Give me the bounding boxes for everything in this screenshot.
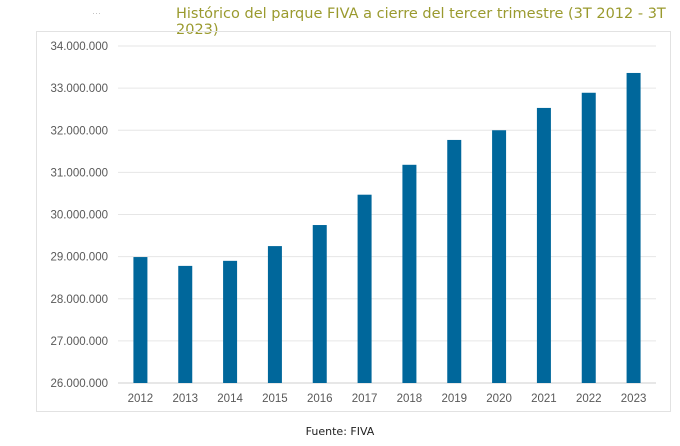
bar-2017 xyxy=(357,194,372,383)
bar-2016 xyxy=(312,225,327,383)
y-tick-label: 28.000.000 xyxy=(50,294,108,306)
chart-title: Histórico del parque FIVA a cierre del t… xyxy=(176,6,666,38)
x-tick-label: 2019 xyxy=(441,393,467,405)
x-tick-label: 2012 xyxy=(128,393,154,405)
x-tick-label: 2017 xyxy=(352,393,378,405)
bar-2022 xyxy=(581,92,596,383)
x-tick-label: 2013 xyxy=(172,393,198,405)
bar-2019 xyxy=(447,139,462,383)
y-tick-label: 29.000.000 xyxy=(50,252,108,264)
bar-2012 xyxy=(133,257,148,383)
bar-2014 xyxy=(223,260,238,383)
x-tick-label: 2020 xyxy=(486,393,512,405)
y-tick-label: 26.000.000 xyxy=(50,378,108,390)
y-tick-label: 34.000.000 xyxy=(50,41,108,53)
menu-dots: ··· xyxy=(92,8,101,18)
y-tick-label: 30.000.000 xyxy=(50,210,108,222)
x-tick-label: 2018 xyxy=(397,393,423,405)
x-tick-label: 2015 xyxy=(262,393,288,405)
bar-2021 xyxy=(536,107,551,383)
y-tick-label: 32.000.000 xyxy=(50,125,108,137)
bar-2015 xyxy=(267,246,282,383)
bar-2018 xyxy=(402,164,417,383)
chart-frame xyxy=(36,31,671,412)
bar-2013 xyxy=(178,265,193,383)
x-tick-label: 2021 xyxy=(531,393,557,405)
y-tick-label: 27.000.000 xyxy=(50,336,108,348)
y-tick-label: 31.000.000 xyxy=(50,167,108,179)
bar-2023 xyxy=(626,72,641,384)
x-tick-label: 2016 xyxy=(307,393,333,405)
y-tick-label: 33.000.000 xyxy=(50,83,108,95)
x-tick-label: 2022 xyxy=(576,393,602,405)
bar-2020 xyxy=(492,130,507,383)
chart-source: Fuente: FIVA xyxy=(305,425,375,438)
x-tick-label: 2014 xyxy=(217,393,243,405)
x-tick-label: 2023 xyxy=(621,393,647,405)
